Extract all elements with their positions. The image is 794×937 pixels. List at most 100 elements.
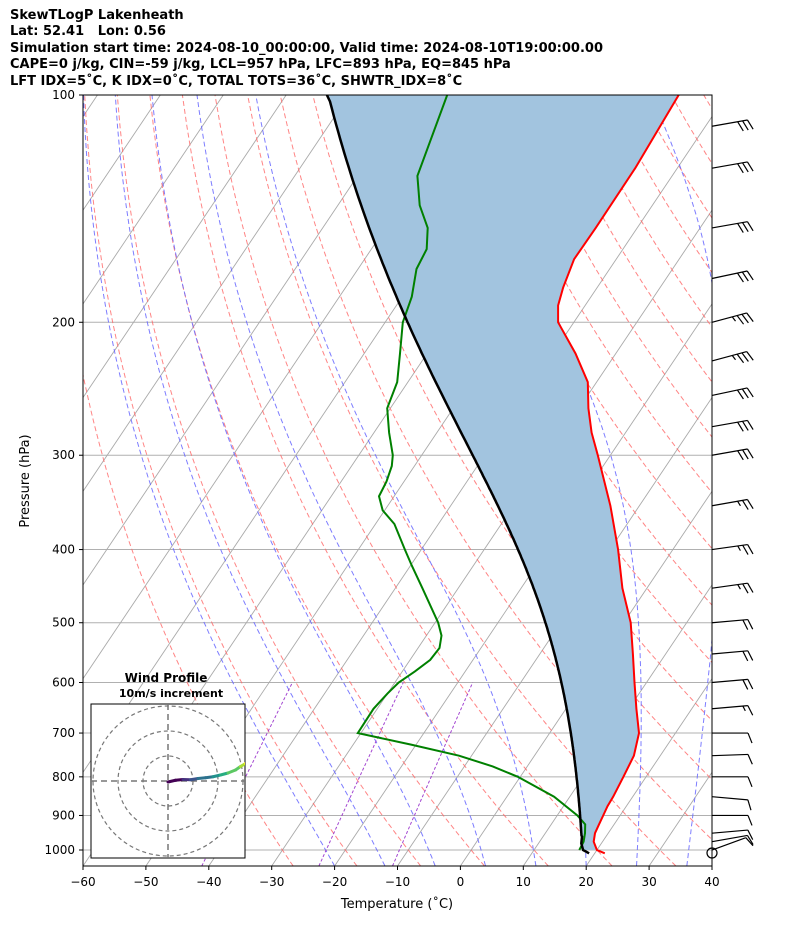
barb-flag [742, 222, 749, 233]
hodograph-content [91, 704, 245, 858]
cin-shading [326, 95, 679, 850]
barb-flag [746, 835, 754, 845]
x-tick-label: −20 [322, 875, 347, 889]
wind-barb [711, 837, 754, 851]
barb-flag [746, 499, 754, 509]
isotherm-line [585, 677, 712, 866]
y-tick-label: 600 [52, 676, 75, 690]
barb-staff [711, 650, 748, 655]
barb-staff [711, 618, 748, 624]
wind-barb [711, 498, 754, 510]
parcel-line [325, 95, 590, 855]
hodograph-trace [244, 762, 245, 765]
barb-staff [711, 351, 747, 362]
barb-staff [711, 796, 748, 801]
barb-flag [737, 450, 744, 461]
wind-barb [711, 221, 754, 233]
barb-staff [711, 582, 748, 589]
x-tick-label: 10 [516, 875, 531, 889]
hodograph-ring [117, 730, 219, 832]
barb-flag [737, 121, 744, 132]
wind-barb [712, 814, 753, 826]
barb-flag [742, 619, 749, 630]
wind-barb [712, 776, 753, 788]
barb-staff [711, 119, 748, 127]
barb-flag [742, 120, 749, 131]
wind-barb [711, 829, 754, 840]
barb-flag [747, 776, 753, 788]
barb-flag [746, 448, 754, 459]
y-tick-label: 200 [52, 315, 75, 329]
barb-flag [747, 799, 752, 811]
barb-flag [747, 732, 753, 744]
dry-adiabat-line [149, 95, 485, 866]
barb-staff [711, 419, 748, 428]
barb-staff [711, 221, 748, 229]
barb-staff [711, 270, 748, 280]
barb-flag [747, 815, 753, 826]
isotherm-line [83, 95, 224, 305]
dry-adiabat-line [214, 95, 613, 866]
barb-half [731, 355, 736, 361]
wind-barb [711, 796, 752, 811]
barb-flag [742, 420, 749, 431]
barb-flag [741, 352, 749, 362]
x-tick-label: 40 [704, 875, 719, 889]
barb-flag [742, 583, 749, 594]
wind-barb [711, 448, 754, 461]
moist-adiabat-line [459, 95, 642, 866]
dry-adiabat-line [442, 95, 712, 550]
barb-flag [736, 272, 744, 283]
barb-half [737, 584, 741, 590]
barb-staff [711, 387, 748, 397]
barb-flag [742, 162, 749, 173]
barb-staff [711, 448, 748, 456]
barb-flag [736, 353, 745, 364]
barb-flag [746, 221, 754, 232]
x-tick-label: 20 [579, 875, 594, 889]
barb-flag [746, 387, 754, 398]
y-tick-label: 500 [52, 616, 75, 630]
axes: Temperature (˚C) Pressure (hPa) −60 −50 −4… [18, 88, 720, 912]
chart-header: SkewTLogP Lakenheath Lat: 52.41 Lon: 0.5… [10, 8, 603, 90]
barb-flag [742, 449, 749, 460]
hodograph-title: Wind Profile [125, 671, 208, 685]
barb-staff [711, 834, 748, 843]
wind-barb [711, 351, 754, 364]
dry-adiabat-line [344, 95, 712, 722]
location-text: Lat: 52.41 Lon: 0.56 [10, 24, 166, 40]
y-tick-label: 300 [52, 448, 75, 462]
wind-barb [711, 753, 753, 765]
dewpoint-line [356, 95, 587, 851]
dry-adiabat-line [247, 95, 677, 866]
barb-flag [747, 705, 754, 716]
barb-half [737, 500, 741, 507]
wind-barb [711, 678, 754, 690]
barb-flag [746, 312, 754, 322]
wind-barb [711, 650, 754, 662]
x-tick-label: −50 [133, 875, 158, 889]
barb-staff [711, 678, 748, 684]
isotherm-line [83, 95, 287, 399]
barb-flag [736, 389, 744, 400]
isotherm-line [208, 115, 712, 866]
barb-flag [746, 351, 754, 361]
y-tick-label: 1000 [44, 843, 75, 857]
convective-params-text: CAPE=0 j/kg, CIN=-59 j/kg, LCL=957 hPa, … [10, 57, 511, 73]
x-tick-label: 30 [641, 875, 656, 889]
barb-flag [736, 315, 745, 325]
y-tick-label: 100 [52, 88, 75, 102]
barb-flag [741, 313, 749, 324]
barb-staff [711, 837, 747, 851]
barb-flag [747, 544, 754, 555]
isotherm-line [711, 865, 712, 866]
wind-barb [711, 543, 754, 555]
mixing-ratio-line [392, 682, 474, 866]
barb-flag [747, 582, 754, 593]
barb-flag [742, 544, 749, 555]
hodograph-inset: Wind Profile 10m/s increment [90, 671, 246, 859]
wind-barb [711, 161, 754, 174]
wind-barbs [706, 119, 754, 859]
simulation-time-text: Simulation start time: 2024-08-10_00:00:… [10, 40, 603, 56]
wind-barb [711, 582, 754, 594]
